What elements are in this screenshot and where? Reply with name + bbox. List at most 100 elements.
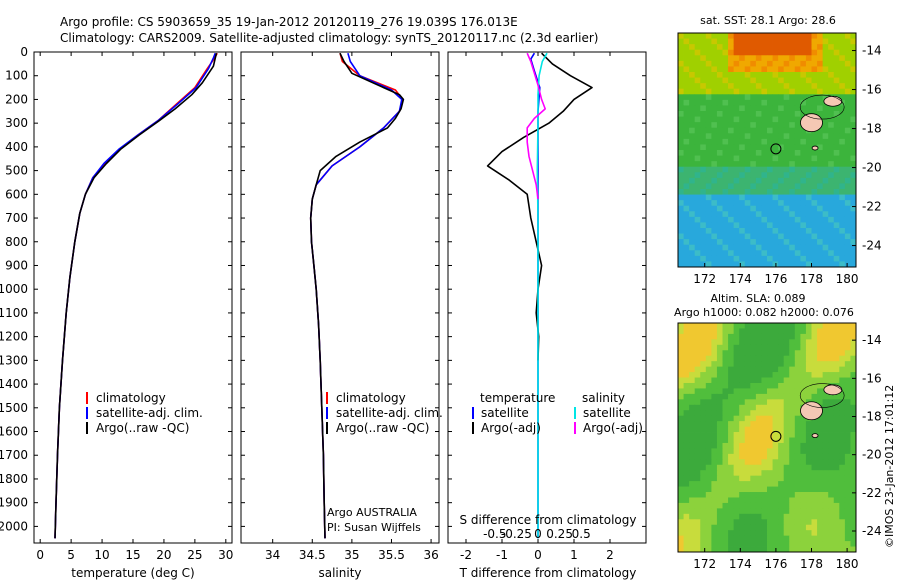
heatmap-cell xyxy=(811,83,818,90)
heatmap-cell xyxy=(755,222,762,229)
heatmap-cell xyxy=(811,255,818,262)
heatmap-cell xyxy=(678,459,684,466)
heatmap-cell xyxy=(716,222,723,229)
heatmap-cell xyxy=(794,33,801,39)
heatmap-cell xyxy=(778,404,785,411)
heatmap-cell xyxy=(683,339,690,346)
heatmap-cell xyxy=(716,177,723,184)
heatmap-cell xyxy=(772,475,779,482)
heatmap-cell xyxy=(850,116,857,123)
heatmap-cell xyxy=(683,233,690,240)
heatmap-cell xyxy=(772,244,779,251)
heatmap-cell xyxy=(767,372,773,378)
heatmap-cell xyxy=(778,72,785,78)
sla-lon-labels: 172 174 176 178 180 xyxy=(693,548,859,571)
heatmap-cell xyxy=(794,382,801,389)
heatmap-cell xyxy=(805,530,812,537)
heatmap-cell xyxy=(828,508,835,515)
heatmap-cell xyxy=(822,211,829,218)
heatmap-cell xyxy=(833,189,840,195)
heatmap-cell xyxy=(794,83,801,90)
heatmap-cell xyxy=(700,66,707,73)
heatmap-cell xyxy=(755,404,762,411)
heatmap-cell xyxy=(744,415,751,422)
heatmap-cell xyxy=(783,361,790,368)
heatmap-cell xyxy=(822,481,829,487)
heatmap-cell xyxy=(716,55,723,62)
heatmap-cell xyxy=(817,211,824,218)
heatmap-cell xyxy=(678,464,684,471)
heatmap-cell xyxy=(844,530,851,537)
heatmap-cell xyxy=(783,382,790,389)
heatmap-cell xyxy=(772,323,779,329)
heatmap-cell xyxy=(789,233,796,240)
heatmap-cell xyxy=(744,355,751,362)
heatmap-cell xyxy=(711,546,718,553)
heatmap-cell xyxy=(767,470,773,477)
heatmap-cell xyxy=(794,150,801,156)
heatmap-cell xyxy=(822,138,829,145)
heatmap-cell xyxy=(744,144,751,151)
depth-tick-label: 1900 xyxy=(0,496,28,510)
heatmap-cell xyxy=(817,355,824,362)
heatmap-cell xyxy=(733,453,740,460)
heatmap-cell xyxy=(789,432,796,438)
heatmap-cell xyxy=(778,361,785,368)
heatmap-cell xyxy=(716,189,723,195)
island xyxy=(800,401,823,421)
heatmap-cell xyxy=(789,177,796,184)
heatmap-cell xyxy=(750,138,757,145)
heatmap-cell xyxy=(744,244,751,251)
heatmap-cell xyxy=(789,355,796,362)
heatmap-cell xyxy=(828,448,835,455)
heatmap-cell xyxy=(694,261,701,268)
heatmap-cell xyxy=(761,233,768,240)
heatmap-cell xyxy=(811,464,818,471)
heatmap-cell xyxy=(789,155,796,162)
heatmap-cell xyxy=(811,546,818,553)
heatmap-cell xyxy=(817,541,824,547)
heatmap-cell xyxy=(711,166,718,173)
heatmap-cell xyxy=(683,421,690,427)
heatmap-cell xyxy=(711,513,718,520)
heatmap-cell xyxy=(833,344,840,351)
heatmap-cell xyxy=(678,177,684,184)
heatmap-cell xyxy=(811,33,818,39)
heatmap-cell xyxy=(839,88,846,95)
heatmap-cell xyxy=(839,55,846,62)
heatmap-cell xyxy=(705,150,712,156)
heatmap-cell xyxy=(833,323,840,329)
heatmap-cell xyxy=(767,382,773,389)
heatmap-cell xyxy=(839,393,846,400)
heatmap-cell xyxy=(811,244,818,251)
heatmap-cell xyxy=(683,72,690,78)
heatmap-cell xyxy=(700,200,707,207)
heatmap-cell xyxy=(700,535,707,542)
heatmap-cell xyxy=(839,328,846,335)
heatmap-cell xyxy=(755,519,762,526)
heatmap-cell xyxy=(689,255,696,262)
heatmap-cell xyxy=(711,177,718,184)
heatmap-cell xyxy=(750,497,757,504)
heatmap-cell xyxy=(683,77,690,84)
heatmap-cell xyxy=(755,535,762,542)
heatmap-cell xyxy=(722,535,729,542)
heatmap-cell xyxy=(850,122,857,129)
heatmap-cell xyxy=(778,492,785,498)
heatmap-cell xyxy=(700,497,707,504)
heatmap-cell xyxy=(733,366,740,373)
heatmap-cell xyxy=(705,122,712,129)
heatmap-cell xyxy=(811,133,818,140)
heatmap-cell xyxy=(744,194,751,201)
heatmap-cell xyxy=(844,133,851,140)
heatmap-cell xyxy=(744,72,751,78)
heatmap-cell xyxy=(850,38,857,45)
heatmap-cell xyxy=(744,83,751,90)
heatmap-cell xyxy=(722,344,729,351)
heatmap-cell xyxy=(761,72,768,78)
heatmap-cell xyxy=(733,361,740,368)
heatmap-cell xyxy=(850,83,857,90)
heatmap-cell xyxy=(683,66,690,73)
heatmap-cell xyxy=(689,382,696,389)
heatmap-cell xyxy=(778,150,785,156)
